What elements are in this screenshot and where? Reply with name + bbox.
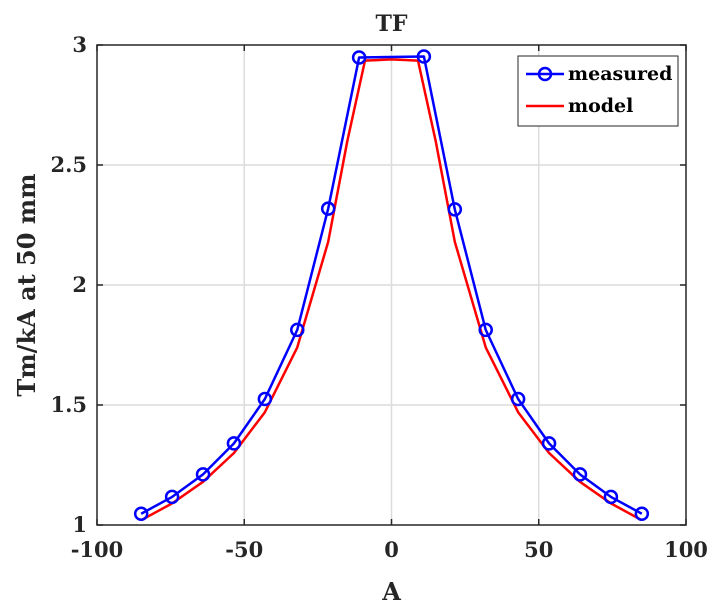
legend-marker-measured xyxy=(537,66,553,82)
data-point-measured xyxy=(257,391,273,407)
legend: measured model xyxy=(517,55,679,127)
x-tick-label: -50 xyxy=(225,537,263,562)
data-point-measured xyxy=(226,436,242,451)
series-line-measured xyxy=(140,55,643,515)
data-point-measured xyxy=(290,322,305,338)
data-point-measured xyxy=(320,201,336,216)
chart-title: TF xyxy=(376,11,408,37)
x-tick-label: 0 xyxy=(384,537,399,562)
y-tick-label: 2 xyxy=(72,272,87,297)
data-point-measured xyxy=(351,50,367,65)
x-tick-label: 100 xyxy=(664,537,708,562)
y-tick-label: 3 xyxy=(72,32,87,57)
y-tick-label: 2.5 xyxy=(50,152,87,177)
tick-layer: -100 -50 0 50 100 1 1.5 2 2.5 3 xyxy=(50,32,707,562)
data-point-measured xyxy=(416,49,432,64)
x-tick-label: -100 xyxy=(71,537,124,562)
data-point-measured xyxy=(164,489,180,505)
legend-label-model: model xyxy=(568,95,633,117)
data-point-measured xyxy=(195,467,211,482)
y-tick-label: 1.5 xyxy=(50,392,87,417)
data-point-measured xyxy=(634,506,650,521)
y-tick-label: 1 xyxy=(72,512,87,537)
series-layer xyxy=(133,49,650,522)
data-point-measured xyxy=(510,391,526,407)
data-point-measured xyxy=(572,467,588,482)
legend-entries: measured model xyxy=(526,63,672,117)
data-point-measured xyxy=(478,322,493,338)
data-point-measured xyxy=(541,436,557,451)
legend-label-measured: measured xyxy=(568,63,672,85)
data-point-measured xyxy=(603,489,619,505)
x-axis-label: A xyxy=(381,577,401,606)
series-line-model xyxy=(140,58,643,522)
data-point-measured xyxy=(133,506,149,521)
data-point-measured xyxy=(447,202,463,217)
x-tick-label: 50 xyxy=(524,537,553,562)
y-axis-label: Tm/kA at 50 mm xyxy=(12,173,41,396)
